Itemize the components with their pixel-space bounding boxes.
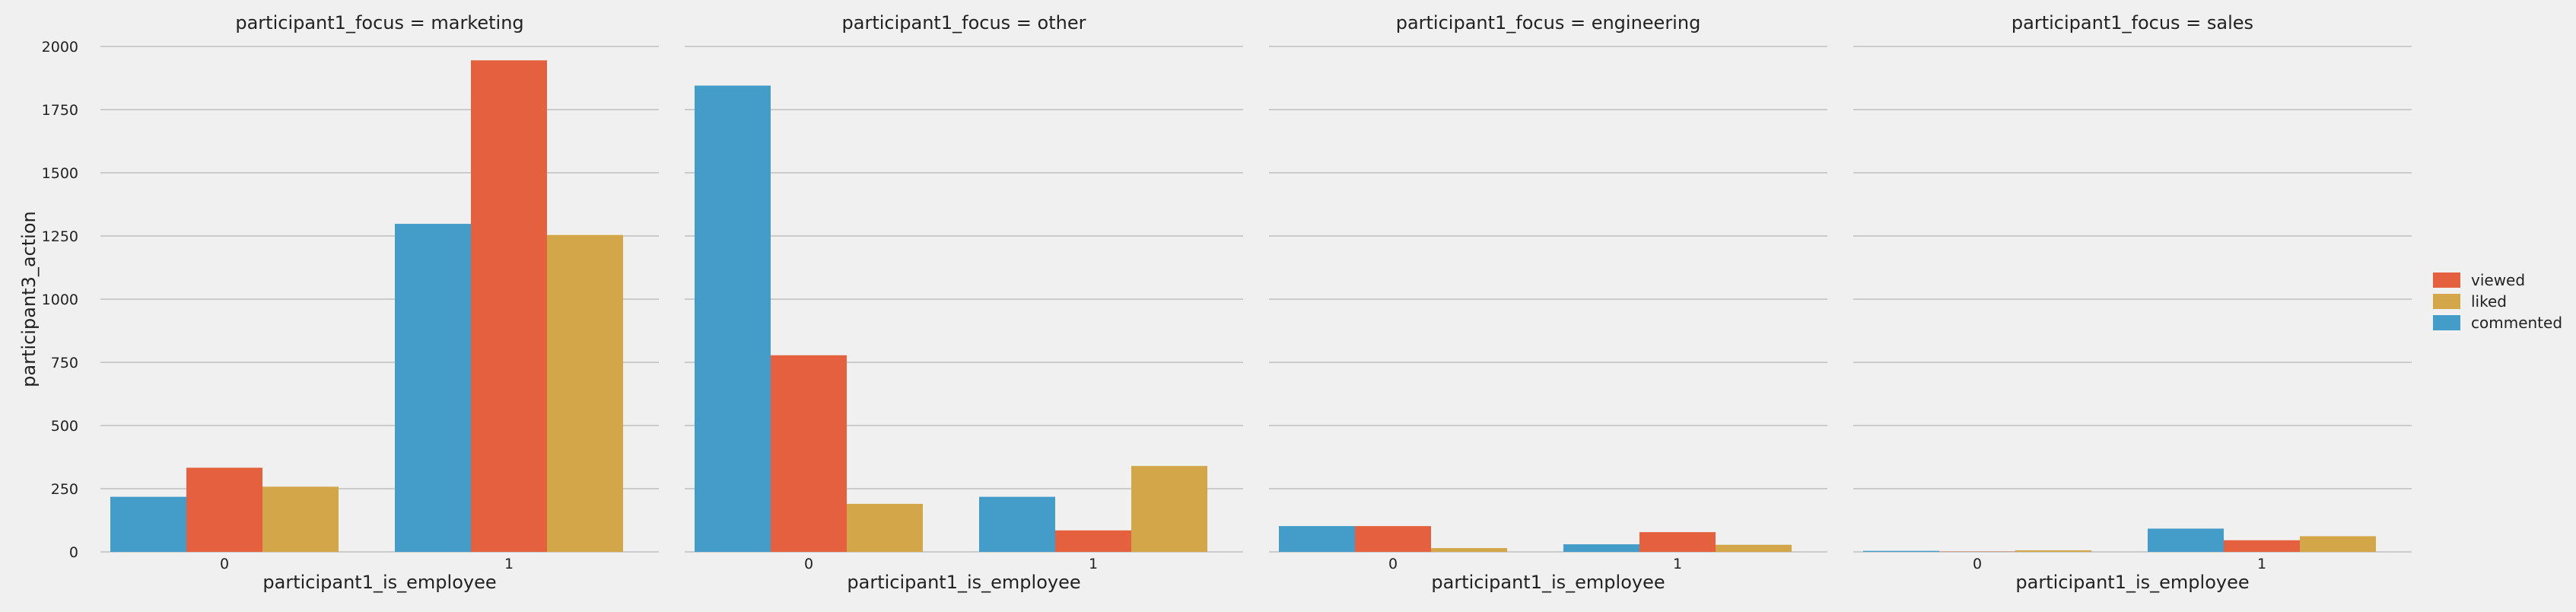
bar-2-viewed-1 — [1639, 532, 1716, 552]
panel-title: participant1_focus = marketing — [235, 12, 523, 33]
bar-3-liked-0 — [2015, 550, 2091, 552]
bar-1-viewed-0 — [771, 355, 847, 552]
bar-0-viewed-1 — [471, 60, 547, 552]
x-axis-label: participant1_is_employee — [847, 572, 1080, 593]
bar-3-liked-1 — [2300, 536, 2376, 552]
x-tick-label: 0 — [220, 556, 229, 572]
bar-1-liked-1 — [1131, 466, 1207, 552]
x-tick-label: 1 — [2257, 556, 2266, 572]
x-tick-label: 0 — [1388, 556, 1398, 572]
panel-title: participant1_focus = engineering — [1396, 12, 1701, 33]
bar-1-viewed-1 — [1055, 531, 1131, 552]
legend-label: viewed — [2471, 271, 2525, 289]
x-tick-label: 1 — [504, 556, 514, 572]
bar-0-liked-1 — [547, 235, 623, 552]
x-axis-label: participant1_is_employee — [262, 572, 496, 593]
y-tick-label: 500 — [51, 418, 78, 435]
y-tick-label: 250 — [51, 481, 78, 498]
panel-title: participant1_focus = sales — [2012, 12, 2253, 33]
bar-1-commented-0 — [695, 85, 771, 552]
bar-2-commented-1 — [1563, 544, 1639, 552]
bar-0-commented-0 — [110, 497, 186, 552]
y-axis-label: participant3_action — [18, 211, 40, 387]
bar-2-liked-0 — [1431, 548, 1507, 552]
bar-0-commented-1 — [395, 224, 471, 552]
y-tick-label: 1000 — [42, 292, 78, 308]
y-tick-label: 750 — [51, 355, 78, 371]
legend-label: commented — [2471, 314, 2562, 332]
bar-1-commented-1 — [979, 497, 1055, 552]
bar-3-viewed-1 — [2224, 540, 2300, 552]
x-tick-label: 1 — [1673, 556, 1682, 572]
legend-swatch-viewed — [2433, 273, 2460, 288]
legend-swatch-commented — [2433, 315, 2460, 330]
x-tick-label: 0 — [1973, 556, 1982, 572]
x-axis-label: participant1_is_employee — [2015, 572, 2249, 593]
legend-label: liked — [2471, 292, 2507, 311]
y-tick-label: 0 — [69, 544, 78, 561]
bar-0-liked-0 — [262, 486, 339, 552]
bar-1-liked-0 — [847, 504, 923, 552]
x-tick-label: 1 — [1089, 556, 1098, 572]
bar-0-viewed-0 — [186, 467, 262, 552]
bar-3-commented-1 — [2148, 528, 2224, 552]
bar-2-commented-0 — [1279, 526, 1355, 552]
y-tick-label: 1750 — [42, 102, 78, 119]
bar-2-liked-1 — [1716, 545, 1792, 552]
x-axis-label: participant1_is_employee — [1431, 572, 1665, 593]
bar-3-commented-0 — [1863, 551, 1939, 552]
panel-title: participant1_focus = other — [842, 12, 1086, 33]
legend-swatch-liked — [2433, 294, 2460, 309]
y-tick-label: 1500 — [42, 165, 78, 182]
y-tick-label: 1250 — [42, 228, 78, 245]
x-tick-label: 0 — [804, 556, 813, 572]
bar-2-viewed-0 — [1355, 526, 1431, 552]
y-tick-label: 2000 — [42, 39, 78, 56]
